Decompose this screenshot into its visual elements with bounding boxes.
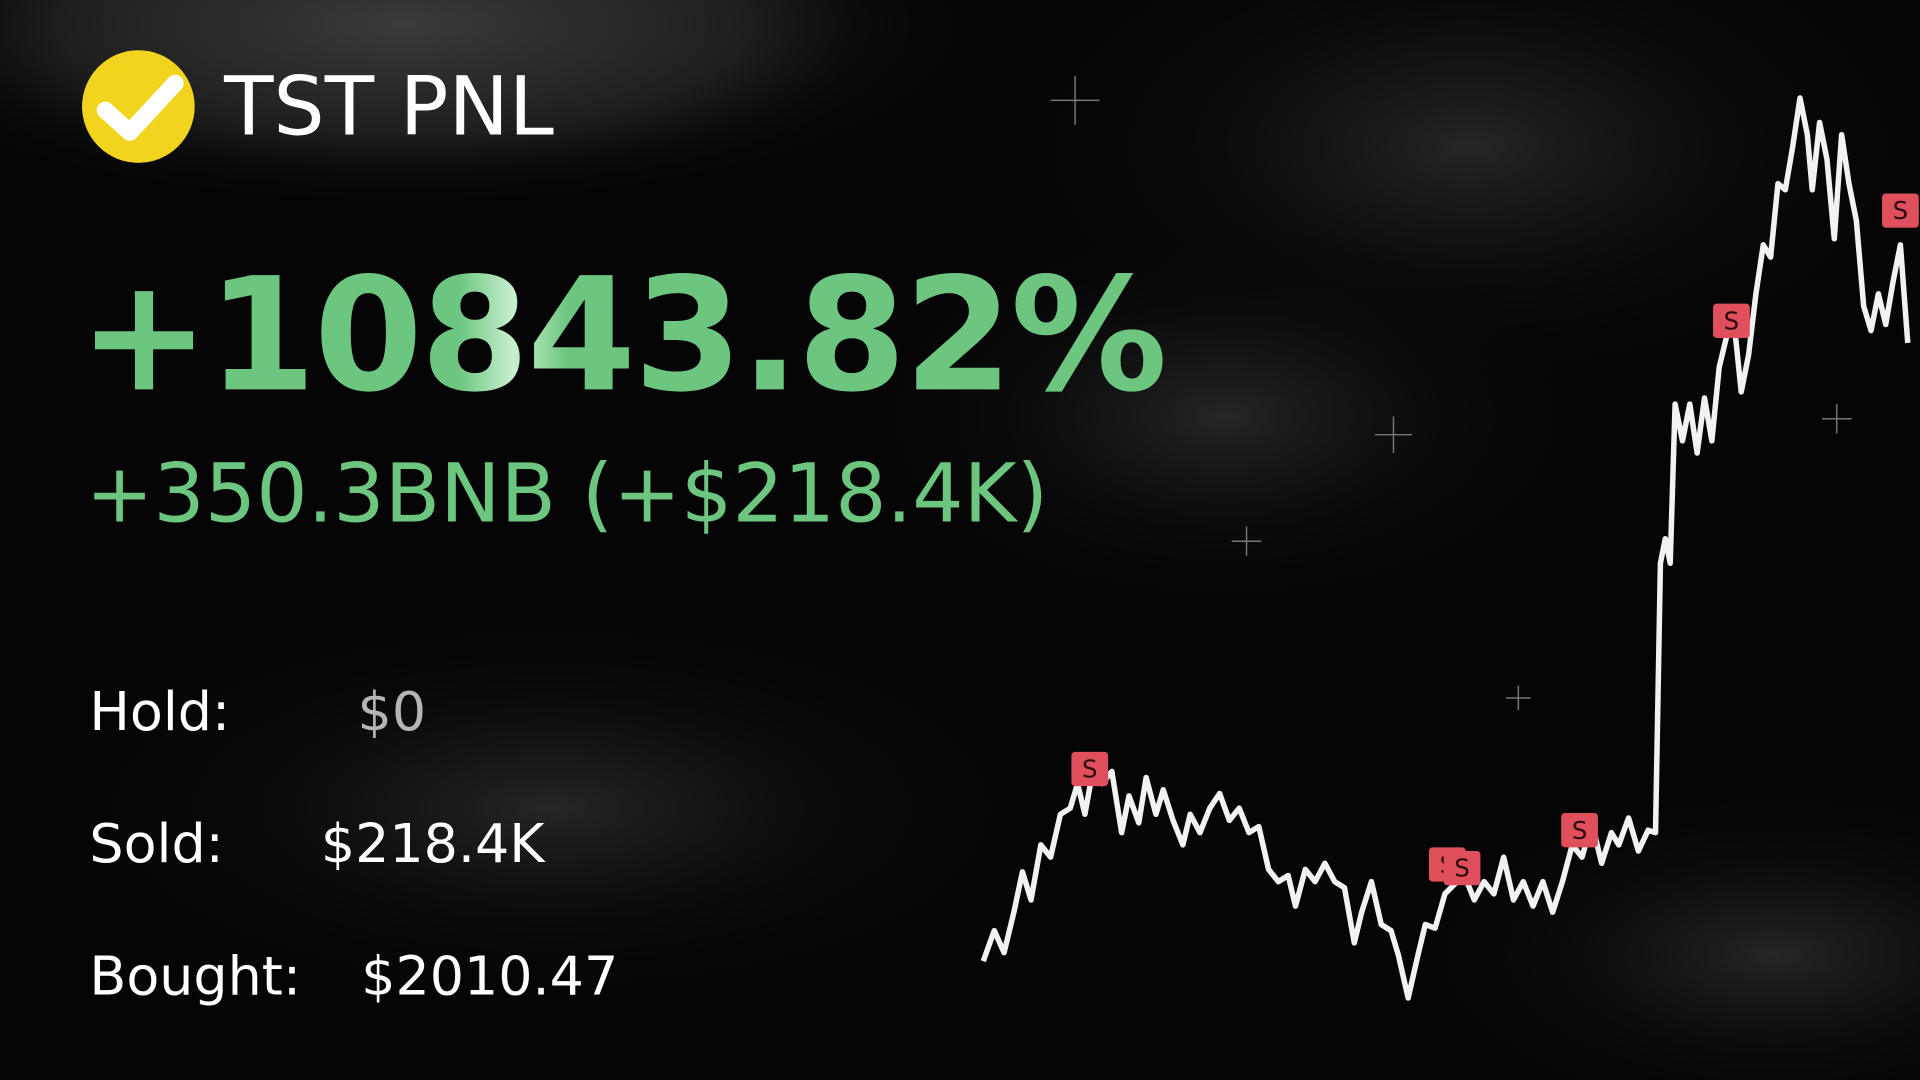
cloud <box>857 220 1592 613</box>
sell-marker-box <box>1882 193 1919 228</box>
cloud <box>0 0 980 209</box>
price-line <box>980 95 1911 1001</box>
pnl-amount: +350.3BNB (+$218.4K) <box>86 448 1048 542</box>
sell-marker-label: S <box>1082 755 1098 784</box>
sell-marker-box <box>1071 751 1109 787</box>
pnl-percent: +10843.82% <box>78 244 1165 426</box>
stars <box>1050 75 1852 711</box>
sell-marker-box <box>1561 813 1598 848</box>
stat-value: $218.4K <box>321 812 546 875</box>
stat-label: Hold: <box>89 680 230 743</box>
sell-marker-label: S <box>1572 816 1588 845</box>
cloud <box>1408 783 1920 1080</box>
cloud <box>61 612 1041 1005</box>
sell-marker-label: S <box>1454 854 1470 883</box>
sell-markers: SSSSSS <box>1071 193 1919 886</box>
stat-value: $2010.47 <box>361 944 618 1007</box>
verified-icon <box>82 50 195 163</box>
sell-marker-label: S <box>1893 196 1909 225</box>
sell-marker-box <box>1443 851 1481 886</box>
sell-marker-box <box>1713 303 1750 338</box>
sell-marker-label: S <box>1724 306 1740 335</box>
stat-label: Bought: <box>89 944 301 1007</box>
stat-label: Sold: <box>89 812 223 875</box>
title: TST PNL <box>223 61 554 155</box>
stat-value: $0 <box>358 680 427 743</box>
